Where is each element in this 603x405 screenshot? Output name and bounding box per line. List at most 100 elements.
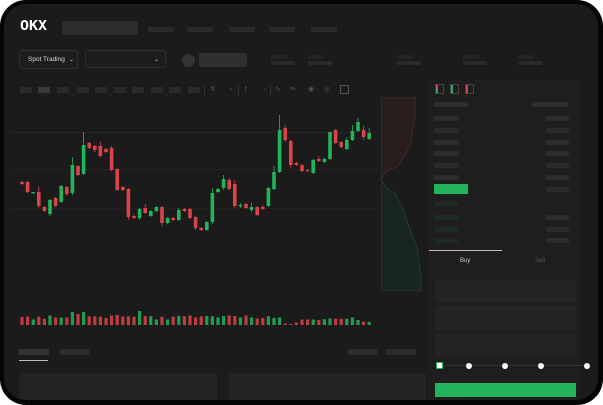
toolbar-divider [238,85,239,95]
nav-item-2[interactable] [187,27,213,32]
volume-bar [126,316,130,325]
slider-handle[interactable] [436,362,443,369]
bid-row-amount [546,215,569,220]
tab-buy[interactable]: Buy [460,258,471,264]
slider-mark-50[interactable] [502,363,508,369]
candle-body [182,209,187,211]
volume-bar [362,321,366,325]
line-tool-icon[interactable]: ∿ [275,86,281,93]
candle-body [272,172,276,189]
okx-logo[interactable]: OKX [20,19,48,34]
timeframe-1[interactable] [20,87,32,93]
orderbook-both-icon[interactable] [435,84,444,94]
slider-track[interactable] [440,365,588,366]
volume-bar [322,319,326,325]
camera-icon[interactable]: ◉ [308,86,315,93]
tab-open-orders[interactable] [19,349,49,355]
filter-button-1[interactable] [348,349,378,355]
bottom-panel-right [229,373,426,400]
volume-bar [82,312,86,325]
volume-bar [48,315,52,325]
volume-bar [222,316,226,325]
bid-row-price [434,238,458,243]
volume-bar [255,318,259,325]
price-input[interactable] [435,280,576,302]
volume-bar [328,318,332,325]
timeframe-3[interactable] [57,87,69,93]
fullscreen-icon[interactable] [340,85,349,94]
candle-body [311,160,315,173]
volume-bar [65,317,69,325]
timeframe-7[interactable] [132,87,144,93]
nav-item-5[interactable] [311,27,337,32]
candle-body [65,187,69,194]
candle-body [266,188,271,206]
pair-price [199,53,247,67]
tab-sell[interactable]: Sell [535,258,546,264]
slider-mark-25[interactable] [466,363,472,369]
volume-bar [54,317,58,325]
volume-bar [300,319,304,325]
candle-body [193,217,198,228]
chart-gridline [10,169,380,170]
filter-button-2[interactable] [386,349,416,355]
toolbar-divider [204,85,205,95]
pair-select[interactable]: ⌄ [85,50,166,68]
timeframe-9[interactable] [169,87,181,93]
pencil-icon[interactable]: ✏ [290,86,296,93]
stat-1-label [271,55,287,59]
volume-bar [93,316,97,325]
volume-bar [110,315,114,325]
slider-mark-75[interactable] [538,363,544,369]
candlestick-chart[interactable] [4,4,598,400]
candle-body [59,186,63,202]
candle-type-icon[interactable]: ↯ [210,86,216,93]
stat-5-label [518,55,534,59]
slider-mark-100[interactable] [584,363,590,369]
chevron-down-icon[interactable]: ⌄ [228,85,234,92]
total-input[interactable] [435,333,576,357]
search-bar[interactable] [62,21,138,35]
indicator-icon[interactable]: ƒ [244,86,248,93]
volume-bar [244,315,248,325]
bid-row-price [434,201,458,206]
buy-button[interactable] [435,383,576,397]
ask-row-amount [546,128,569,133]
candle-body [132,216,136,218]
timeframe-8[interactable] [151,87,163,93]
volume-bar [266,316,270,325]
volume-bar [339,318,343,325]
nav-item-4[interactable] [269,27,295,32]
timeframe-5[interactable] [95,87,107,93]
volume-bar [115,315,119,325]
amount-input[interactable] [435,306,576,330]
ask-row-amount [546,175,569,180]
timeframe-4[interactable] [77,87,89,93]
chevron-down-icon: ⌄ [153,56,159,63]
candle-body [115,169,119,190]
chart-gridline [10,208,380,209]
candle-body [25,182,30,192]
tab-order-history[interactable] [60,349,90,355]
volume-bar [334,318,338,325]
chevron-down-icon[interactable]: ⌄ [262,85,268,92]
orderbook-bids-icon[interactable] [450,84,459,94]
nav-item-3[interactable] [229,27,255,32]
settings-icon[interactable]: ◎ [324,86,331,93]
bid-row-price [434,227,458,232]
timeframe-10[interactable] [188,87,200,93]
timeframe-6[interactable] [114,87,126,93]
stat-3-value [397,61,421,65]
candle-body [143,208,147,213]
volume-bar [121,316,125,325]
timeframe-2[interactable] [38,87,50,93]
market-type-select[interactable]: Spot Trading ⌄ [19,50,78,69]
orderbook-asks-icon[interactable] [465,84,474,94]
volume-bar [149,316,153,325]
stat-1-value [271,61,295,65]
volume-bar [233,316,237,325]
ask-row-amount [546,163,569,168]
volume-bar [250,317,254,325]
nav-item-1[interactable] [148,27,174,32]
